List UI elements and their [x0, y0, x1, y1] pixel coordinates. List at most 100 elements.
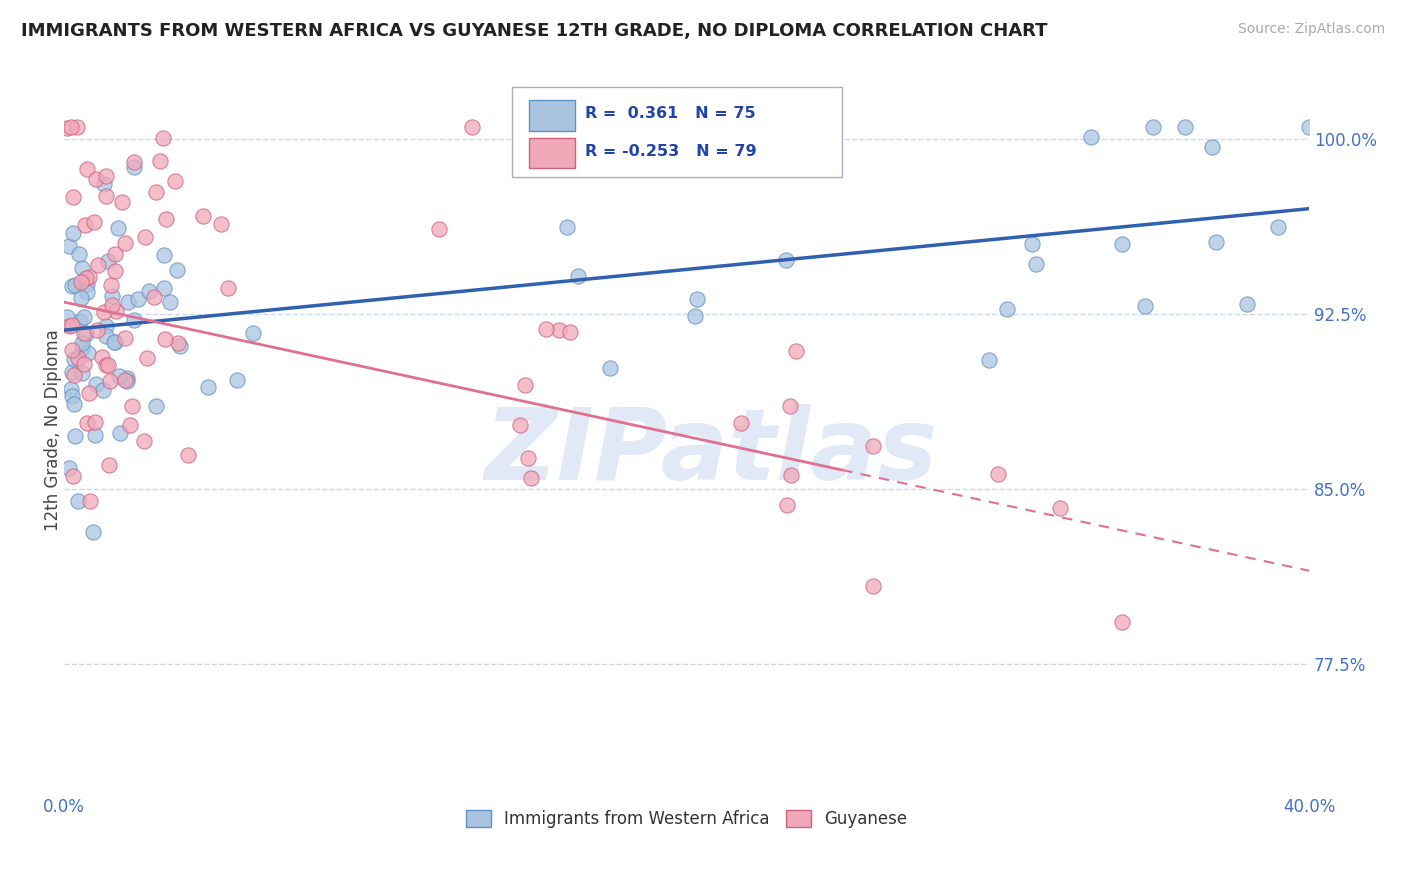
Point — [599, 361, 621, 376]
Point — [567, 268, 589, 283]
Point — [124, 160, 146, 174]
Point — [197, 379, 219, 393]
Point — [120, 417, 142, 432]
Point — [191, 209, 214, 223]
Point — [121, 399, 143, 413]
Point — [145, 399, 167, 413]
Point — [995, 301, 1018, 316]
Point — [91, 384, 114, 398]
Point — [132, 434, 155, 448]
Point — [117, 295, 139, 310]
Point — [60, 120, 83, 134]
Point — [136, 351, 159, 365]
Point — [785, 343, 807, 358]
Point — [134, 229, 156, 244]
Point — [1111, 236, 1133, 251]
Point — [97, 253, 120, 268]
Point — [153, 333, 176, 347]
Point — [94, 359, 117, 373]
Point — [70, 291, 93, 305]
Point — [93, 304, 115, 318]
Point — [114, 373, 136, 387]
Point — [69, 314, 91, 328]
Point — [730, 417, 752, 431]
Point — [177, 448, 200, 462]
Point — [60, 318, 83, 332]
Point — [63, 397, 86, 411]
Point — [60, 389, 83, 403]
Point — [548, 323, 571, 337]
Point — [152, 248, 174, 262]
Point — [775, 252, 797, 267]
Point — [461, 120, 484, 134]
Point — [987, 467, 1010, 481]
Point — [58, 461, 80, 475]
Point — [101, 289, 124, 303]
Point — [75, 271, 97, 285]
Point — [65, 428, 87, 442]
Y-axis label: 12th Grade, No Diploma: 12th Grade, No Diploma — [44, 330, 62, 532]
Point — [58, 318, 80, 333]
Point — [107, 221, 129, 235]
Point — [96, 318, 118, 333]
Point — [60, 382, 83, 396]
Point — [1236, 297, 1258, 311]
Point — [115, 371, 138, 385]
Point — [780, 468, 803, 483]
Point — [779, 399, 801, 413]
Point — [427, 222, 450, 236]
Point — [1298, 120, 1320, 134]
Point — [97, 359, 120, 373]
Point — [242, 326, 264, 340]
Point — [70, 341, 93, 355]
Point — [1205, 235, 1227, 250]
Point — [225, 373, 247, 387]
Text: Source: ZipAtlas.com: Source: ZipAtlas.com — [1237, 22, 1385, 37]
Point — [509, 418, 531, 433]
Point — [70, 336, 93, 351]
Point — [145, 186, 167, 200]
Point — [534, 322, 557, 336]
Point — [60, 278, 83, 293]
Point — [686, 292, 709, 306]
Point — [76, 416, 98, 430]
Point — [104, 335, 127, 350]
Point — [94, 169, 117, 184]
Point — [98, 374, 121, 388]
Point — [114, 331, 136, 345]
Point — [114, 236, 136, 251]
Point — [60, 365, 83, 379]
Point — [217, 281, 239, 295]
Text: R = -0.253   N = 79: R = -0.253 N = 79 — [585, 144, 756, 159]
Point — [75, 326, 97, 341]
Point — [60, 343, 83, 357]
Point — [1025, 257, 1047, 271]
Point — [685, 309, 707, 323]
Point — [558, 325, 581, 339]
Point — [79, 269, 101, 284]
Point — [72, 260, 94, 275]
Point — [166, 336, 188, 351]
Point — [63, 277, 86, 292]
Point — [122, 313, 145, 327]
Point — [73, 326, 96, 341]
Point — [108, 426, 131, 441]
FancyBboxPatch shape — [512, 87, 842, 178]
Point — [93, 177, 115, 191]
Point — [149, 154, 172, 169]
Point — [122, 155, 145, 169]
Point — [517, 450, 540, 465]
Point — [1133, 299, 1156, 313]
Point — [73, 310, 96, 324]
Point — [66, 351, 89, 365]
Point — [101, 298, 124, 312]
Point — [165, 174, 187, 188]
Point — [67, 247, 90, 261]
Point — [862, 579, 884, 593]
Point — [56, 121, 79, 136]
Point — [977, 353, 1000, 368]
FancyBboxPatch shape — [529, 101, 575, 131]
Point — [143, 290, 166, 304]
Text: R =  0.361   N = 75: R = 0.361 N = 75 — [585, 106, 756, 121]
Point — [104, 247, 127, 261]
